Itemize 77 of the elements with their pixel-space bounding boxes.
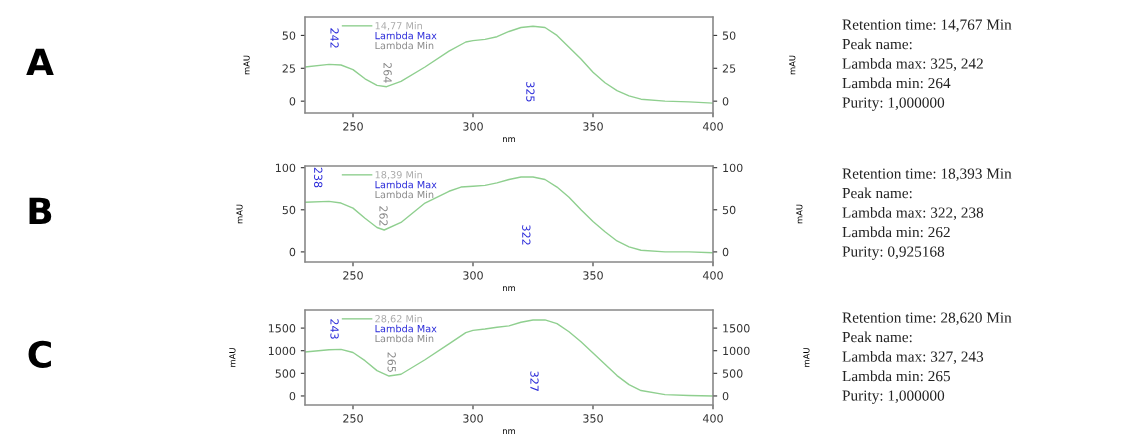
text: Retention time: 18,393 Min xyxy=(842,168,1012,181)
annotation: Lambda Min xyxy=(375,334,434,343)
annotation: 322 xyxy=(522,225,531,245)
y2-axis-title: mAU xyxy=(789,55,796,75)
y2-tick-label: 50 xyxy=(722,205,736,215)
x-tick-label: 350 xyxy=(583,414,603,423)
y2-tick-label: 25 xyxy=(722,64,736,73)
x-tick-label: 400 xyxy=(702,414,723,423)
text: Peak name: xyxy=(842,38,912,50)
y-tick-label: 50 xyxy=(282,205,296,215)
text: Purity: 1,000000 xyxy=(842,97,945,111)
x-tick-label: 250 xyxy=(343,271,363,280)
text: A xyxy=(26,48,54,75)
text: Lambda min: 265 xyxy=(842,370,951,382)
text: C xyxy=(28,340,51,368)
y2-tick-label: 500 xyxy=(722,369,743,378)
y-tick-label: 500 xyxy=(275,369,296,378)
legend-label: 18,39 Min xyxy=(375,170,422,180)
legend-label: 28,62 Min xyxy=(375,314,422,324)
legend-label: 14,77 Min xyxy=(375,21,422,31)
y-tick-label: 0 xyxy=(289,97,296,106)
y-axis-title: mAU xyxy=(243,55,250,75)
annotation: Lambda Min xyxy=(375,190,434,199)
text: Peak name: xyxy=(842,331,912,343)
y-tick-label: 25 xyxy=(282,64,295,73)
annotation: 264 xyxy=(383,62,392,83)
y-tick-label: 50 xyxy=(282,31,296,40)
annotation: 265 xyxy=(387,352,396,372)
y2-axis-title: mAU xyxy=(803,348,810,367)
x-tick-label: 300 xyxy=(463,122,483,131)
text: Lambda min: 264 xyxy=(842,77,951,89)
text: Lambda max: 327, 243 xyxy=(842,351,984,364)
text: Lambda max: 322, 238 xyxy=(842,207,984,220)
y-tick-label: 100 xyxy=(275,163,296,173)
annotation: 242 xyxy=(330,28,339,48)
annotation: 325 xyxy=(526,82,535,102)
text: Retention time: 14,767 Min xyxy=(842,19,1012,32)
x-axis-title: nm xyxy=(503,286,515,291)
annotation: 243 xyxy=(330,319,339,339)
annotation: Lambda Max xyxy=(375,324,437,333)
y2-axis-title: mAU xyxy=(796,204,803,224)
x-tick-label: 400 xyxy=(702,271,723,280)
annotation: 327 xyxy=(530,371,539,391)
text: Purity: 0,925168 xyxy=(842,246,945,260)
annotation: Lambda Min xyxy=(375,41,434,50)
y-tick-label: 0 xyxy=(289,247,296,257)
x-axis-title: nm xyxy=(503,137,515,142)
text: Peak name: xyxy=(842,187,912,199)
text: B xyxy=(29,197,52,224)
x-tick-label: 300 xyxy=(463,414,483,423)
y-tick-label: 0 xyxy=(289,391,296,401)
x-axis-title: nm xyxy=(503,429,515,434)
y-tick-label: 1000 xyxy=(268,346,296,356)
y2-tick-label: 0 xyxy=(722,247,729,257)
y-axis-title: mAU xyxy=(236,204,243,224)
y2-tick-label: 1500 xyxy=(723,324,750,333)
y2-tick-label: 1000 xyxy=(723,346,750,356)
y-tick-label: 1500 xyxy=(268,324,296,333)
x-tick-label: 350 xyxy=(583,122,603,131)
x-tick-label: 250 xyxy=(343,122,363,131)
annotation: 262 xyxy=(379,206,388,226)
y2-tick-label: 50 xyxy=(722,31,736,40)
annotation: 238 xyxy=(314,167,323,188)
text: Lambda max: 325, 242 xyxy=(842,58,983,71)
annotation: Lambda Max xyxy=(375,31,437,40)
annotation: Lambda Max xyxy=(375,180,437,189)
text: Retention time: 28,620 Min xyxy=(842,312,1012,325)
text: Purity: 1,000000 xyxy=(842,390,945,404)
y2-tick-label: 0 xyxy=(722,97,729,106)
x-tick-label: 350 xyxy=(583,271,603,280)
y2-tick-label: 0 xyxy=(722,391,729,401)
y-axis-title: mAU xyxy=(229,348,236,367)
x-tick-label: 250 xyxy=(343,414,363,423)
text: Lambda min: 262 xyxy=(842,226,950,238)
y2-tick-label: 100 xyxy=(723,163,743,173)
x-tick-label: 400 xyxy=(702,122,723,131)
x-tick-label: 300 xyxy=(463,271,483,280)
